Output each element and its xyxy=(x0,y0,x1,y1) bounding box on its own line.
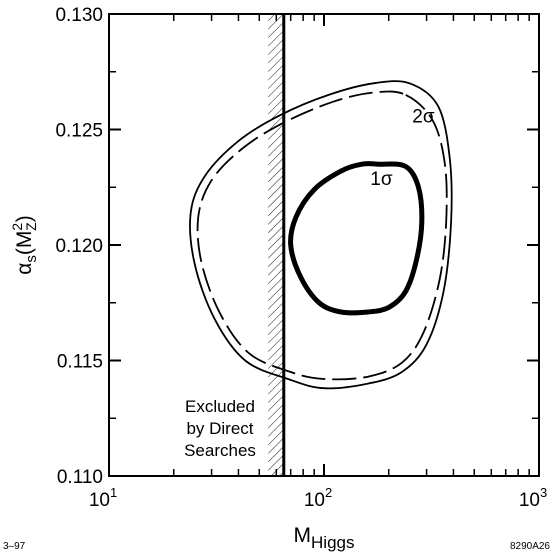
x-tick-label-exp: 2 xyxy=(325,485,332,500)
y-tick-label: 0.120 xyxy=(55,236,103,257)
x-axis-label: MHiggs xyxy=(294,524,355,552)
plot-frame xyxy=(108,13,540,477)
x-tick-label-base: 10 xyxy=(304,490,325,511)
x-tick-label: 103 xyxy=(519,485,547,511)
y-axis-label-m: M xyxy=(13,231,36,249)
exclusion-label-line-2: by Direct xyxy=(186,419,253,438)
x-tick-label-exp: 3 xyxy=(540,485,547,500)
x-tick-label-base: 10 xyxy=(519,490,540,511)
y-axis-label-alpha: α xyxy=(13,263,36,275)
y-axis-label-paren-open: ( xyxy=(13,248,36,255)
corner-right-label: 8290A26 xyxy=(510,541,550,552)
x-tick-label-exp: 1 xyxy=(110,485,117,500)
y-axis-label-s: s xyxy=(23,255,40,263)
y-axis-label-sub: Z xyxy=(23,222,39,231)
contours xyxy=(189,80,453,390)
y-tick-label: 0.125 xyxy=(55,121,103,142)
annotation-1sigma: 1σ xyxy=(370,169,393,190)
x-axis-label-sub: Higgs xyxy=(311,533,354,552)
y-axis-label-sup: 2 xyxy=(9,223,25,231)
exclusion-label: Excluded by Direct Searches xyxy=(184,397,256,460)
y-tick-label: 0.110 xyxy=(57,467,103,488)
exclusion-label-line-3: Searches xyxy=(184,441,256,460)
contour-1sigma xyxy=(288,161,425,316)
annotation-2sigma: 2σ xyxy=(412,107,435,128)
contour-2sigma-solid xyxy=(189,80,453,390)
x-tick-label: 101 xyxy=(89,485,117,511)
y-axis-label: αs(M2Z) xyxy=(9,215,40,275)
x-tick-label-base: 10 xyxy=(89,490,110,511)
excluded-hatch-band xyxy=(268,14,284,476)
contour-2sigma-dashed xyxy=(196,90,448,381)
y-tick-label: 0.115 xyxy=(57,352,103,373)
x-tick-label: 102 xyxy=(304,485,332,511)
exclusion-region xyxy=(268,14,286,476)
y-axis-label-paren-close: ) xyxy=(13,215,36,222)
y-tick-label: 0.130 xyxy=(55,5,103,26)
corner-left-label: 3–97 xyxy=(3,541,26,552)
x-axis-label-main: M xyxy=(294,524,312,547)
exclusion-label-line-1: Excluded xyxy=(185,397,255,416)
